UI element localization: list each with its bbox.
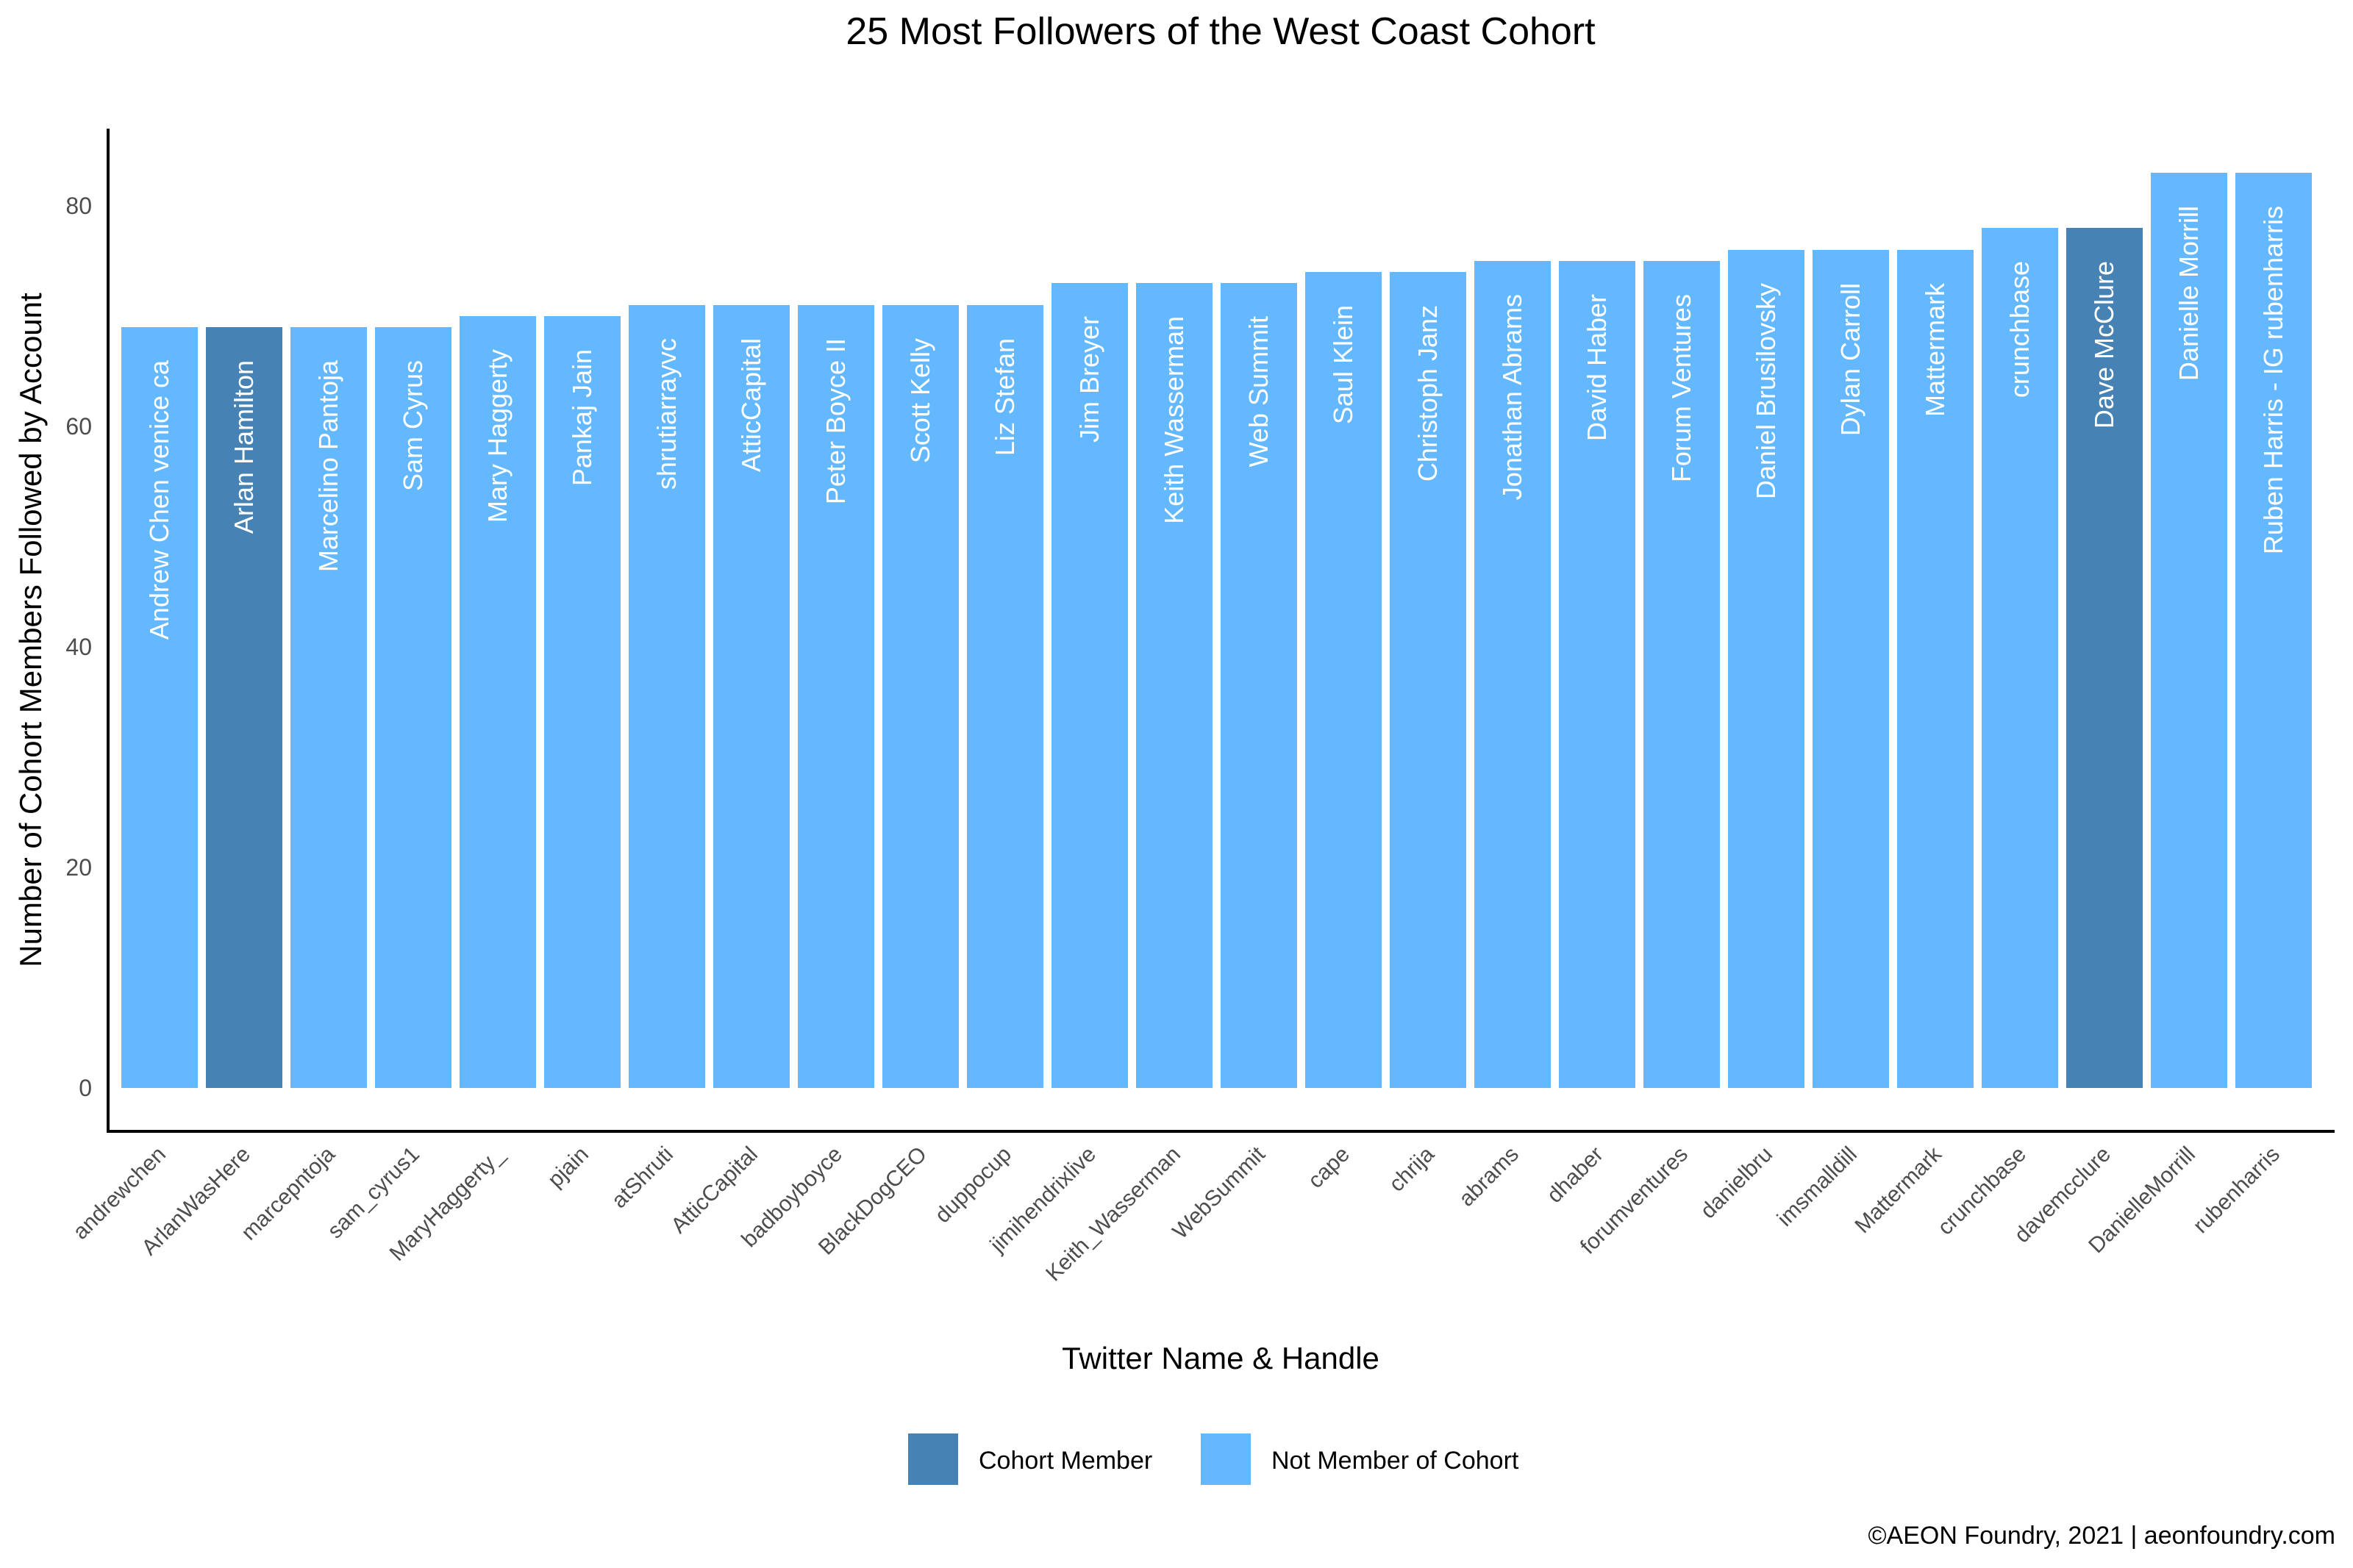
legend-label-cohort: Cohort Member [979,1447,1152,1475]
bar-label: crunchbase [2004,261,2035,398]
bar-cape [1305,272,1382,1088]
legend-swatch-not-member [1201,1433,1251,1485]
bar-label: David Haber [1582,294,1612,441]
x-tick-label: dhaber [1543,1142,1608,1208]
bar-label: Web Summit [1243,316,1274,467]
bar-crunchbase [1982,228,2058,1088]
bar-label: shrutiarrayvc [651,338,682,490]
bar-WebSummit [1221,283,1297,1088]
bar-DanielleMorrill [2151,173,2227,1088]
bar-chrija [1390,272,1466,1088]
bar-label: Dave McClure [2089,261,2119,429]
bar-label: Jonathan Abrams [1497,294,1527,500]
bar-label: AtticCapital [736,338,766,472]
bar-label: Keith Wasserman [1159,316,1189,524]
x-tick-label: abrams [1454,1142,1524,1211]
y-tick-label: 20 [65,854,92,881]
bar-label: Forum Ventures [1666,294,1696,482]
bar-forumventures [1643,261,1720,1088]
bar-badboyboyce [798,305,874,1088]
bar-label: Marcelino Pantoja [313,359,343,572]
bar-andrewchen [121,327,198,1088]
bar-label: Jim Breyer [1074,316,1104,443]
bar-Mattermark [1897,250,1974,1088]
chart-title: 25 Most Followers of the West Coast Coho… [846,10,1596,53]
bar-label: Mary Haggerty [482,349,513,523]
bar-pjain [544,316,621,1088]
bar-danielbru [1728,250,1804,1088]
bar-label: Sam Cyrus [398,360,428,491]
y-tick-label: 60 [65,413,92,440]
bar-rubenharris [2235,173,2312,1088]
bars-group: Andrew Chen venice ca Arlan Hamilton Marce… [121,173,2312,1088]
x-axis-title: Twitter Name & Handle [1062,1341,1379,1375]
x-tick-label: imsmalldill [1773,1142,1862,1231]
bar-label: Pankaj Jain [567,349,597,486]
bar-label: Saul Klein [1328,305,1358,424]
bar-sam_cyrus1 [375,327,451,1088]
bar-label: Mattermark [1920,282,1950,417]
bar-abrams [1474,261,1551,1088]
caption: ©AEON Foundry, 2021 | aeonfoundry.com [1868,1522,2335,1550]
bar-duppocup [967,305,1043,1088]
x-tick-label: pjain [543,1142,593,1192]
x-tick-label: danielbru [1696,1142,1777,1224]
x-tick-label: atShruti [607,1142,678,1213]
bar-imsmalldill [1813,250,1889,1088]
bar-label: Daniel Brusilovsky [1751,283,1781,499]
bar-label: Andrew Chen venice ca [144,359,174,640]
x-tick-label: duppocup [930,1142,1016,1228]
x-tick-label: chrija [1385,1142,1439,1196]
bar-ArlanWasHere [206,327,282,1088]
legend-swatch-cohort [908,1433,958,1485]
bar-label: Ruben Harris - IG rubenharris [2258,206,2288,554]
bar-label: Peter Boyce II [821,338,851,504]
x-tick-label: WebSummit [1168,1142,1270,1244]
x-tick-label: rubenharris [2188,1142,2285,1239]
y-tick-label: 40 [65,634,92,660]
bar-label: Scott Kelly [905,338,935,463]
y-tick-label: 0 [79,1075,92,1101]
bar-label: Christoph Janz [1413,305,1443,482]
bar-label: Liz Stefan [990,338,1020,456]
bar-jimihendrixlive [1051,283,1128,1088]
bar-dhaber [1559,261,1635,1088]
x-tick-label: Mattermark [1850,1142,1946,1238]
bar-davemcclure [2066,228,2143,1088]
legend: Cohort Member Not Member of Cohort [908,1433,1519,1485]
y-ticks: 0 20 40 60 80 [65,193,92,1101]
bar-Keith_Wasserman [1136,283,1213,1088]
bar-atShruti [629,305,705,1088]
legend-label-not-member: Not Member of Cohort [1271,1447,1519,1475]
bar-marcepntoja [290,327,367,1088]
y-tick-label: 80 [65,193,92,219]
bar-label: Arlan Hamilton [229,360,259,534]
y-axis-title: Number of Cohort Members Followed by Acc… [13,293,48,967]
bar-MaryHaggerty_ [460,316,536,1088]
bar-label: Dylan Carroll [1835,283,1865,436]
x-ticks: andrewchenArlanWasHeremarcepntojasam_cyr… [68,1142,2285,1286]
bar-label: Danielle Morrill [2174,206,2204,381]
bar-BlackDogCEO [882,305,959,1088]
x-tick-label: cape [1304,1142,1354,1193]
bar-AtticCapital [713,305,790,1088]
